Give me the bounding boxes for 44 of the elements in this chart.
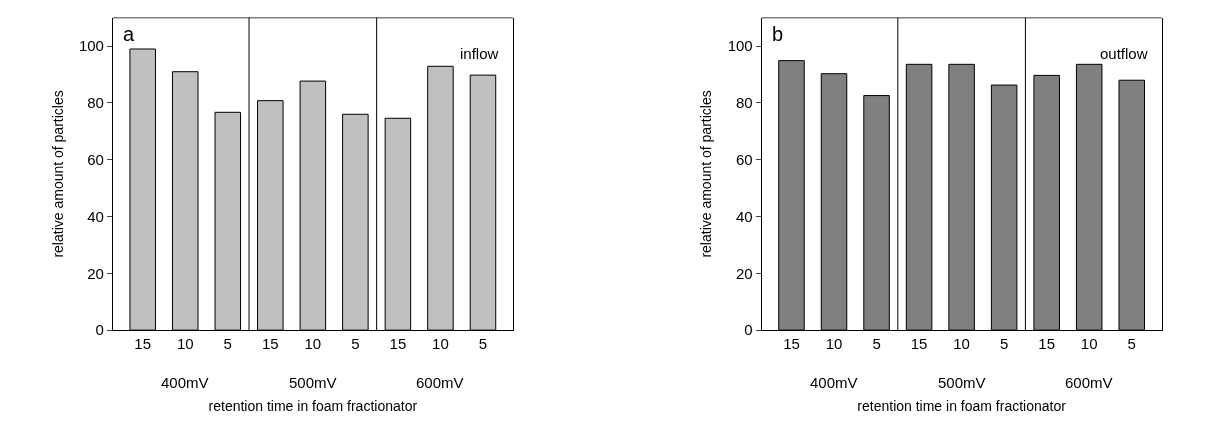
text: 500mV <box>289 374 337 391</box>
annotation: inflow <box>460 45 499 62</box>
y-tick-label: 0 <box>744 321 753 339</box>
x-tick-label: 10 <box>825 335 843 353</box>
x-axis-title: retention time in foam fractionator <box>208 398 418 415</box>
x-axis-title: retention time in foam fractionator <box>857 398 1067 415</box>
text: 600mV <box>1065 374 1113 391</box>
x-tick-label: 5 <box>872 335 881 353</box>
y-tick-label: 20 <box>87 264 104 282</box>
x-tick-label: 15 <box>1038 335 1056 353</box>
x-tick-label: 5 <box>1127 335 1136 353</box>
x-tick-label: 15 <box>910 335 928 353</box>
annotation: outflow <box>1100 45 1148 62</box>
x-tick-label: 5 <box>999 335 1009 353</box>
x-tick-label: 15 <box>134 335 152 353</box>
x-tick-label: 10 <box>304 335 322 353</box>
y-tick-label: 60 <box>736 150 753 168</box>
text: 500mV <box>938 374 986 391</box>
x-tick-label: 10 <box>176 335 194 353</box>
text: 400mV <box>810 374 858 391</box>
y-axis-title: relative amount of particles <box>698 90 715 258</box>
x-tick-label: 10 <box>1080 335 1098 353</box>
y-tick-label: 80 <box>87 94 104 112</box>
annotation: a <box>123 23 135 45</box>
y-tick-label: 100 <box>727 37 753 55</box>
x-tick-label: 15 <box>261 335 279 353</box>
x-tick-label: 10 <box>953 335 970 353</box>
x-tick-label: 15 <box>389 335 407 353</box>
y-tick-label: 40 <box>87 207 104 225</box>
y-tick-label: 20 <box>736 264 753 282</box>
x-tick-label: 15 <box>783 335 800 353</box>
text: 600mV <box>416 374 464 391</box>
y-tick-label: 60 <box>87 150 104 168</box>
y-tick-label: 100 <box>78 37 104 55</box>
x-tick-label: 5 <box>478 335 488 353</box>
x-tick-label: 5 <box>223 335 232 353</box>
text: 400mV <box>161 374 209 391</box>
x-tick-label: 10 <box>432 335 449 353</box>
y-axis-title: relative amount of particles <box>49 90 66 258</box>
y-tick-label: 80 <box>736 94 753 112</box>
y-tick-label: 0 <box>95 321 104 339</box>
y-tick-label: 40 <box>736 207 753 225</box>
annotation: b <box>772 23 784 45</box>
x-tick-label: 5 <box>351 335 360 353</box>
